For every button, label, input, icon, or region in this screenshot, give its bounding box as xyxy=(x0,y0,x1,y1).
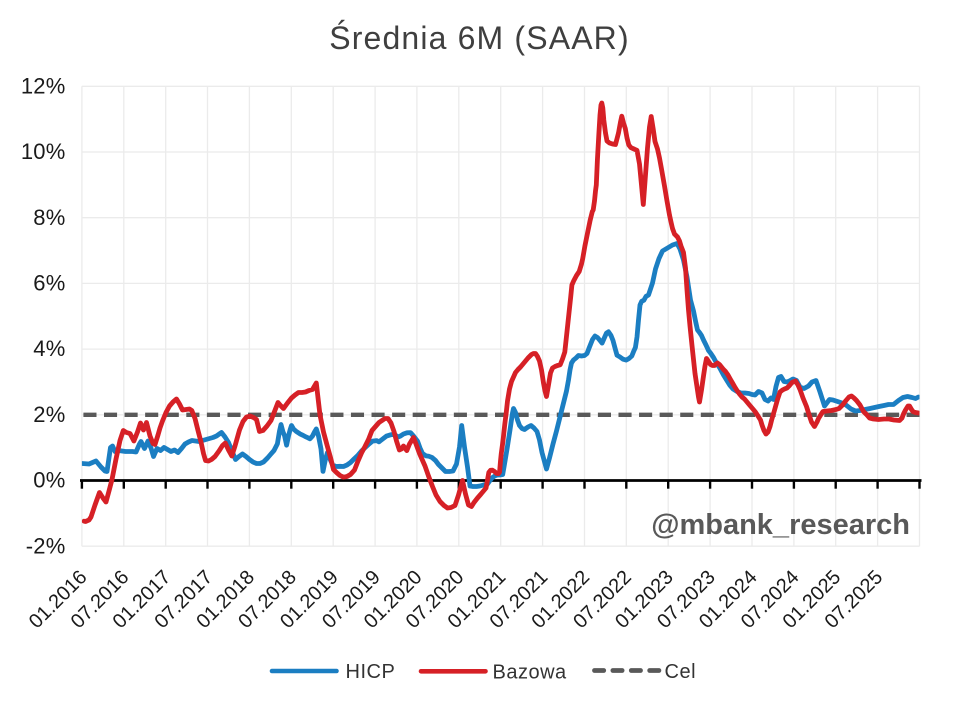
svg-text:0%: 0% xyxy=(33,468,65,493)
svg-text:-2%: -2% xyxy=(26,533,66,558)
svg-text:HICP: HICP xyxy=(346,661,396,683)
svg-text:8%: 8% xyxy=(33,205,65,230)
svg-text:@mbank_research: @mbank_research xyxy=(651,509,910,541)
svg-text:Średnia 6M (SAAR): Średnia 6M (SAAR) xyxy=(329,20,630,56)
svg-text:12%: 12% xyxy=(21,73,66,98)
svg-text:6%: 6% xyxy=(33,271,65,296)
svg-text:2%: 2% xyxy=(33,402,65,427)
svg-text:Cel: Cel xyxy=(665,661,697,683)
svg-text:4%: 4% xyxy=(33,336,65,361)
svg-text:10%: 10% xyxy=(21,139,66,164)
svg-text:Bazowa: Bazowa xyxy=(493,661,568,683)
